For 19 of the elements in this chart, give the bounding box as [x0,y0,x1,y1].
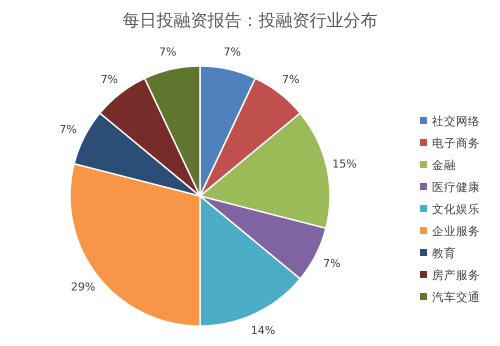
data-label: 15% [332,158,357,171]
legend-label: 企业服务 [432,224,480,238]
legend-label: 教育 [432,246,456,260]
data-label: 7% [59,122,77,136]
legend-label: 金融 [432,158,456,172]
legend-label: 医疗健康 [432,180,480,194]
data-label: 7% [282,73,300,86]
data-label: 14% [250,324,276,337]
data-label: 29% [70,280,96,294]
chart-title: 每日投融资报告：投融资行业分布 [122,11,378,31]
legend-label: 社交网络 [432,114,480,128]
legend-label: 文化娱乐 [432,202,480,216]
data-label: 7% [100,73,118,86]
legend-label: 汽车交通 [432,290,480,304]
data-label: 7% [323,257,341,270]
data-label: 7% [158,46,176,59]
legend-label: 电子商务 [432,136,480,150]
data-label: 7% [224,46,242,59]
legend-label: 房产服务 [432,268,480,282]
